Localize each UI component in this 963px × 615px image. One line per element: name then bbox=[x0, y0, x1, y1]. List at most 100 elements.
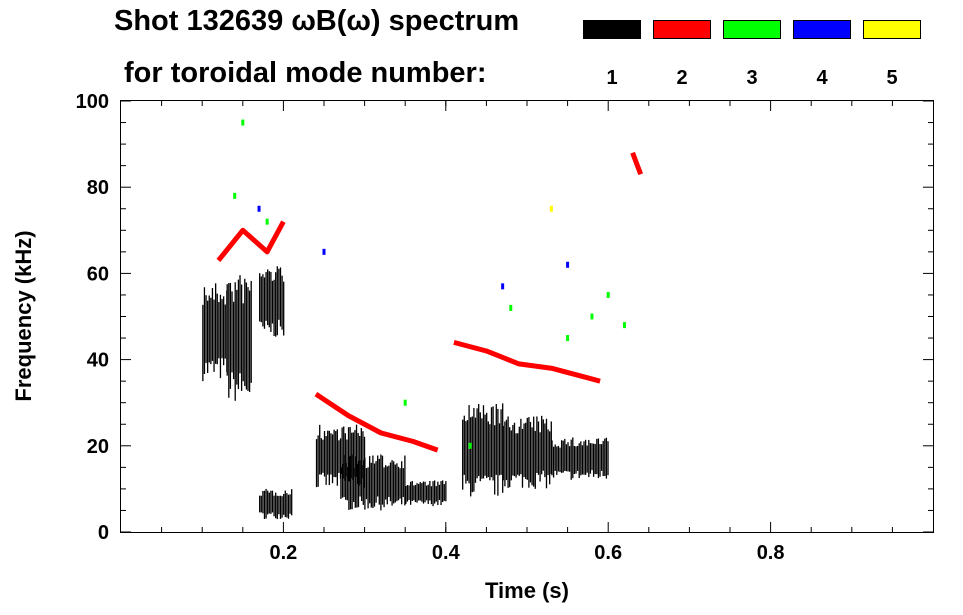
spectral-column bbox=[570, 439, 572, 480]
spectral-column bbox=[250, 280, 252, 383]
spectral-column bbox=[578, 443, 580, 479]
spectral-column bbox=[365, 468, 368, 500]
spectral-column bbox=[389, 462, 392, 502]
tick-layer: 0.2 0.4 0.6 0.8 0 20 40 60 80 100 bbox=[76, 91, 933, 564]
spectral-column bbox=[375, 461, 377, 503]
spectral-column bbox=[541, 415, 543, 475]
spectral-column bbox=[268, 271, 270, 328]
spectral-column bbox=[521, 428, 524, 488]
spectral-column bbox=[391, 460, 393, 506]
spectral-column bbox=[399, 468, 401, 499]
spectral-column bbox=[240, 284, 243, 391]
spectral-column bbox=[267, 490, 269, 515]
spectral-column bbox=[373, 463, 376, 507]
spectral-column bbox=[360, 428, 362, 485]
spectral-column bbox=[495, 404, 497, 475]
spectral-column bbox=[267, 269, 269, 326]
spectral-column bbox=[586, 445, 588, 473]
y-tick-label-4: 80 bbox=[87, 177, 109, 199]
mode-track bbox=[314, 391, 439, 453]
spectral-column bbox=[509, 427, 511, 488]
legend-swatch-mode-2 bbox=[653, 20, 711, 39]
spectral-column bbox=[333, 429, 335, 478]
mode-point bbox=[606, 291, 610, 298]
mode-point bbox=[566, 335, 570, 342]
spectral-column bbox=[397, 466, 400, 501]
spectral-column bbox=[226, 284, 228, 376]
spectral-column bbox=[271, 280, 274, 324]
spectral-column bbox=[526, 417, 528, 480]
legend-swatch-mode-3 bbox=[723, 20, 781, 39]
spectral-column bbox=[481, 418, 483, 479]
spectral-column bbox=[349, 426, 351, 482]
spectral-column bbox=[537, 421, 540, 475]
spectral-column bbox=[245, 282, 248, 390]
spectral-column bbox=[273, 279, 275, 337]
spectral-column bbox=[354, 456, 356, 508]
spectral-column bbox=[287, 494, 290, 519]
spectral-column bbox=[539, 432, 541, 482]
spectral-column bbox=[370, 462, 372, 508]
spectral-column bbox=[419, 482, 421, 501]
x-tick-label-0: 0.2 bbox=[269, 542, 297, 564]
spectral-region bbox=[405, 480, 447, 507]
x-tick-label-2: 0.6 bbox=[594, 542, 622, 564]
spectral-column bbox=[345, 462, 347, 500]
spectral-column bbox=[315, 439, 318, 488]
data-layer bbox=[202, 119, 644, 520]
spectral-column bbox=[367, 467, 369, 509]
spectral-column bbox=[247, 287, 249, 391]
spectral-column bbox=[602, 440, 604, 477]
spectral-column bbox=[416, 483, 418, 503]
spectral-column bbox=[518, 426, 520, 476]
spectral-column bbox=[356, 463, 358, 508]
x-tick-label-1: 0.4 bbox=[432, 542, 461, 564]
spectral-column bbox=[202, 304, 204, 382]
spectral-column bbox=[354, 430, 356, 477]
spectral-column bbox=[591, 443, 593, 471]
spectral-column bbox=[271, 490, 274, 513]
spectral-column bbox=[216, 293, 218, 365]
spectral-column bbox=[239, 275, 241, 374]
spectral-column bbox=[525, 422, 527, 479]
legend-label-mode-5: 5 bbox=[886, 67, 898, 89]
spectral-column bbox=[357, 460, 360, 508]
spectral-column bbox=[482, 405, 485, 479]
spectral-column bbox=[330, 433, 332, 475]
spectral-column bbox=[278, 495, 280, 515]
spectral-column bbox=[445, 481, 447, 502]
spectral-column bbox=[560, 440, 563, 473]
spectral-column bbox=[263, 277, 266, 329]
spectral-column bbox=[259, 495, 261, 513]
mode-point bbox=[403, 399, 407, 406]
legend-label-mode-3: 3 bbox=[746, 67, 758, 89]
mode-point bbox=[265, 218, 269, 225]
spectral-region bbox=[551, 437, 609, 480]
spectral-column bbox=[426, 485, 428, 501]
spectral-column bbox=[410, 481, 412, 505]
mode-point bbox=[549, 205, 553, 212]
y-tick-label-2: 40 bbox=[87, 350, 109, 372]
spectral-column bbox=[406, 485, 409, 502]
spectral-column bbox=[221, 299, 223, 359]
spectral-column bbox=[435, 486, 437, 502]
spectral-column bbox=[413, 485, 415, 501]
spectral-column bbox=[284, 490, 286, 518]
spectral-column bbox=[372, 455, 374, 509]
spectral-column bbox=[557, 445, 560, 472]
spectral-column bbox=[211, 288, 214, 361]
spectral-column bbox=[223, 296, 225, 366]
spectral-column bbox=[346, 439, 348, 477]
spectral-column bbox=[289, 494, 291, 514]
x-axis-label: Time (s) bbox=[485, 578, 569, 603]
spectral-column bbox=[424, 481, 426, 503]
spectral-column bbox=[276, 495, 278, 520]
x-tick-label-3: 0.8 bbox=[757, 542, 785, 564]
spectral-column bbox=[275, 492, 277, 519]
spectral-column bbox=[361, 465, 363, 502]
spectral-column bbox=[547, 429, 549, 476]
spectral-column bbox=[534, 430, 536, 489]
legend-swatch-mode-4 bbox=[793, 20, 851, 39]
spectral-column bbox=[573, 445, 576, 475]
